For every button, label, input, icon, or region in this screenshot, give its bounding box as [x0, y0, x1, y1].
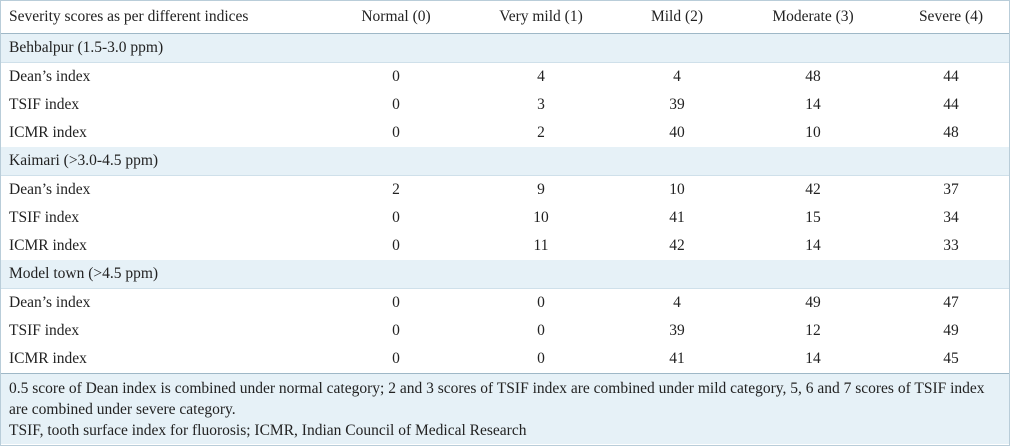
cell-very-mild: 9: [537, 181, 545, 198]
cell-severe: 48: [943, 124, 959, 141]
header-normal: Normal (0): [331, 1, 461, 34]
cell-very-mild: 3: [537, 96, 545, 113]
cell-severe: 47: [943, 294, 959, 311]
cell-moderate: 12: [805, 322, 821, 339]
header-very-mild: Very mild (1): [461, 1, 621, 34]
cell-severe: 37: [943, 181, 959, 198]
cell-normal: 0: [392, 237, 400, 254]
cell-normal: 0: [392, 322, 400, 339]
row-label: ICMR index: [9, 237, 87, 254]
group-row: Model town (>4.5 ppm): [1, 260, 1009, 289]
group-title: Behbalpur (1.5-3.0 ppm): [1, 33, 1009, 63]
group-title: Kaimari (>3.0-4.5 ppm): [1, 147, 1009, 176]
cell-moderate: 42: [805, 181, 821, 198]
cell-mild: 42: [669, 237, 685, 254]
cell-very-mild: 0: [537, 294, 545, 311]
cell-mild: 4: [673, 294, 681, 311]
header-moderate: Moderate (3): [733, 1, 893, 34]
table-row: ICMR index 0 0 41 14 45: [1, 345, 1009, 373]
table-row: ICMR index 0 11 42 14 33: [1, 232, 1009, 260]
cell-severe: 33: [943, 237, 959, 254]
row-label: TSIF index: [9, 209, 80, 226]
row-label: ICMR index: [9, 350, 87, 367]
cell-mild: 4: [673, 68, 681, 85]
cell-mild: 40: [669, 124, 685, 141]
row-label: Dean’s index: [9, 294, 91, 311]
group-row: Behbalpur (1.5-3.0 ppm): [1, 33, 1009, 63]
cell-mild: 39: [669, 96, 685, 113]
cell-very-mild: 0: [537, 322, 545, 339]
cell-severe: 45: [943, 350, 959, 367]
cell-very-mild: 0: [537, 350, 545, 367]
cell-severe: 34: [943, 209, 959, 226]
cell-normal: 0: [392, 96, 400, 113]
cell-very-mild: 4: [537, 68, 545, 85]
footnote-abbreviations: TSIF, tooth surface index for fluorosis;…: [9, 422, 527, 439]
severity-table: Severity scores as per different indices…: [1, 1, 1009, 373]
row-label: Dean’s index: [9, 181, 91, 198]
cell-mild: 41: [669, 350, 685, 367]
table-row: Dean’s index 0 4 4 48 44: [1, 63, 1009, 92]
cell-moderate: 14: [805, 237, 821, 254]
cell-very-mild: 2: [537, 124, 545, 141]
cell-normal: 0: [392, 209, 400, 226]
cell-severe: 44: [943, 68, 959, 85]
cell-very-mild: 11: [533, 237, 549, 254]
group-title: Model town (>4.5 ppm): [1, 260, 1009, 289]
table-row: ICMR index 0 2 40 10 48: [1, 119, 1009, 147]
cell-normal: 0: [392, 124, 400, 141]
cell-normal: 0: [392, 68, 400, 85]
header-row: Severity scores as per different indices…: [1, 1, 1009, 34]
row-label: TSIF index: [9, 96, 80, 113]
cell-moderate: 14: [805, 350, 821, 367]
cell-very-mild: 10: [533, 209, 549, 226]
header-indices: Severity scores as per different indices: [1, 1, 331, 34]
cell-moderate: 48: [805, 68, 821, 85]
table-row: Dean’s index 0 0 4 49 47: [1, 289, 1009, 318]
header-severe: Severe (4): [893, 1, 1009, 34]
cell-moderate: 10: [805, 124, 821, 141]
header-mild: Mild (2): [621, 1, 733, 34]
footnote-combined-scores: 0.5 score of Dean index is combined unde…: [9, 380, 985, 418]
cell-severe: 44: [943, 96, 959, 113]
table-row: Dean’s index 2 9 10 42 37: [1, 176, 1009, 205]
cell-mild: 41: [669, 209, 685, 226]
table-row: TSIF index 0 10 41 15 34: [1, 204, 1009, 232]
row-label: ICMR index: [9, 124, 87, 141]
cell-normal: 2: [392, 181, 400, 198]
row-label: Dean’s index: [9, 68, 91, 85]
group-row: Kaimari (>3.0-4.5 ppm): [1, 147, 1009, 176]
cell-normal: 0: [392, 350, 400, 367]
table-footnotes: 0.5 score of Dean index is combined unde…: [1, 373, 1009, 444]
cell-mild: 39: [669, 322, 685, 339]
cell-normal: 0: [392, 294, 400, 311]
row-label: TSIF index: [9, 322, 80, 339]
cell-severe: 49: [943, 322, 959, 339]
cell-moderate: 49: [805, 294, 821, 311]
table-row: TSIF index 0 3 39 14 44: [1, 91, 1009, 119]
table-row: TSIF index 0 0 39 12 49: [1, 317, 1009, 345]
cell-moderate: 14: [805, 96, 821, 113]
cell-mild: 10: [669, 181, 685, 198]
cell-moderate: 15: [805, 209, 821, 226]
